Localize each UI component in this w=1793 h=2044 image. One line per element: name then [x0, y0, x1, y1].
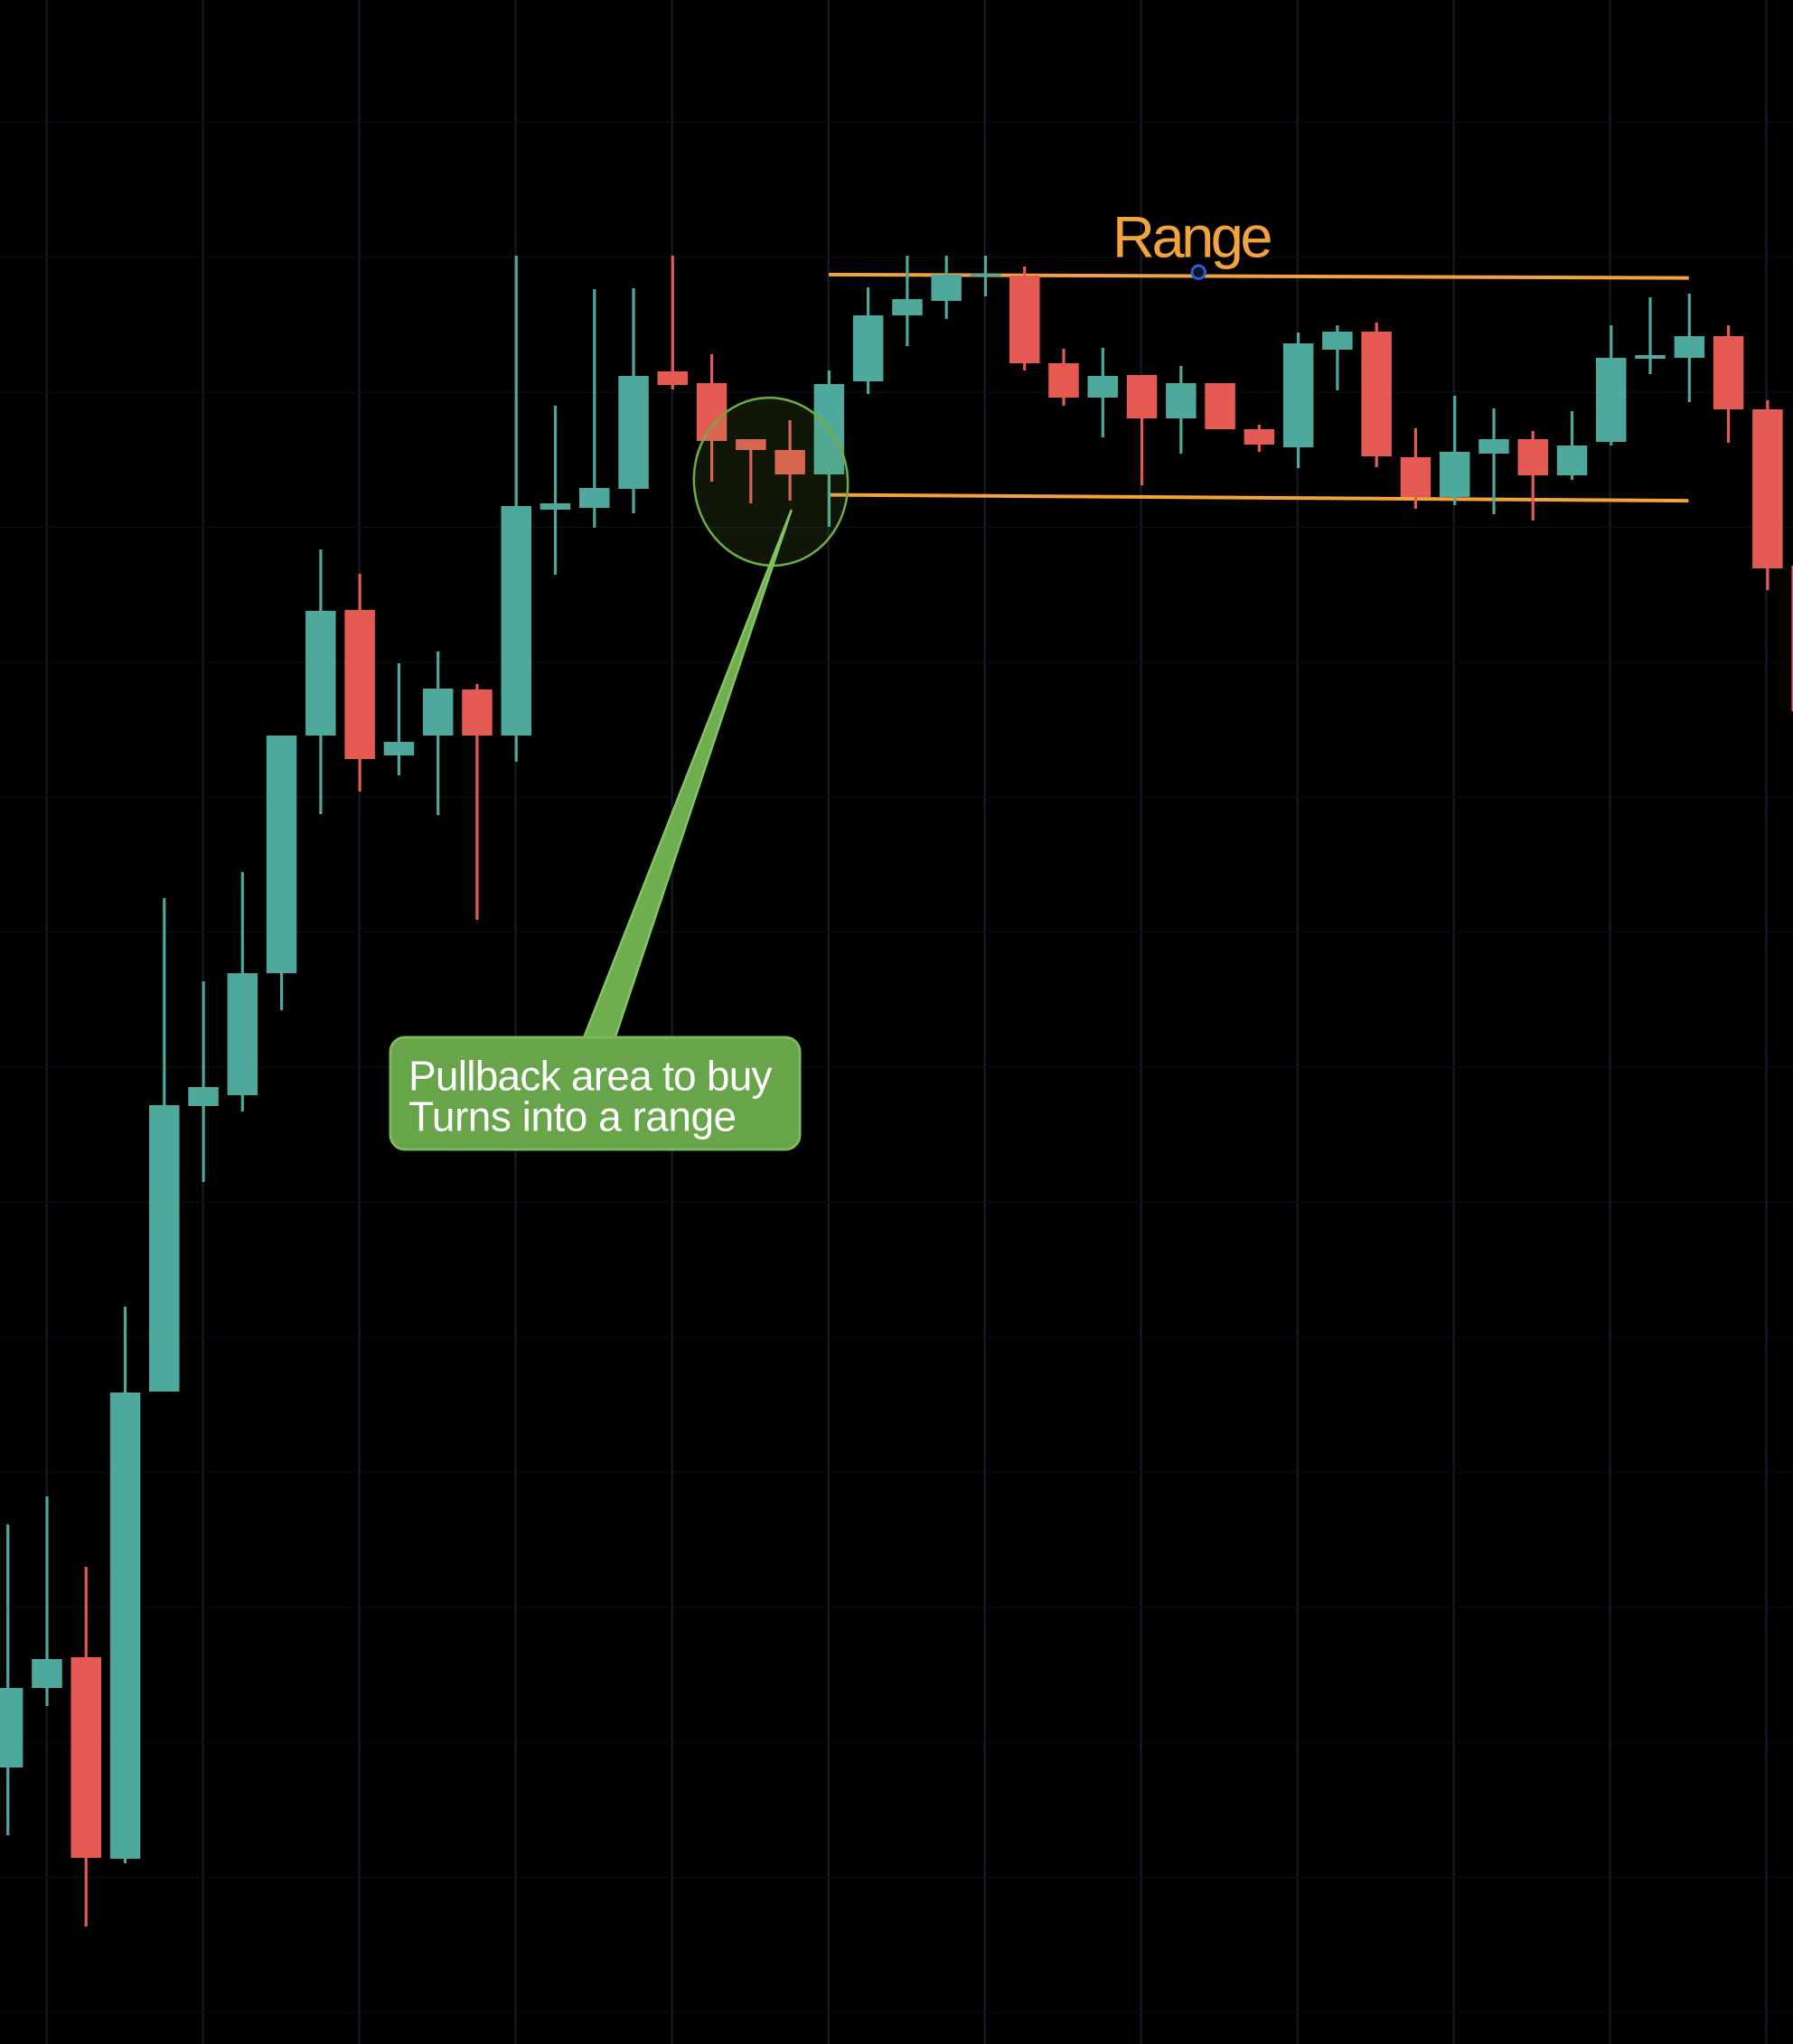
- svg-text:Pullback area to buy: Pullback area to buy: [408, 1053, 773, 1100]
- svg-text:Range: Range: [1112, 204, 1271, 270]
- svg-text:Turns into a range: Turns into a range: [408, 1093, 737, 1140]
